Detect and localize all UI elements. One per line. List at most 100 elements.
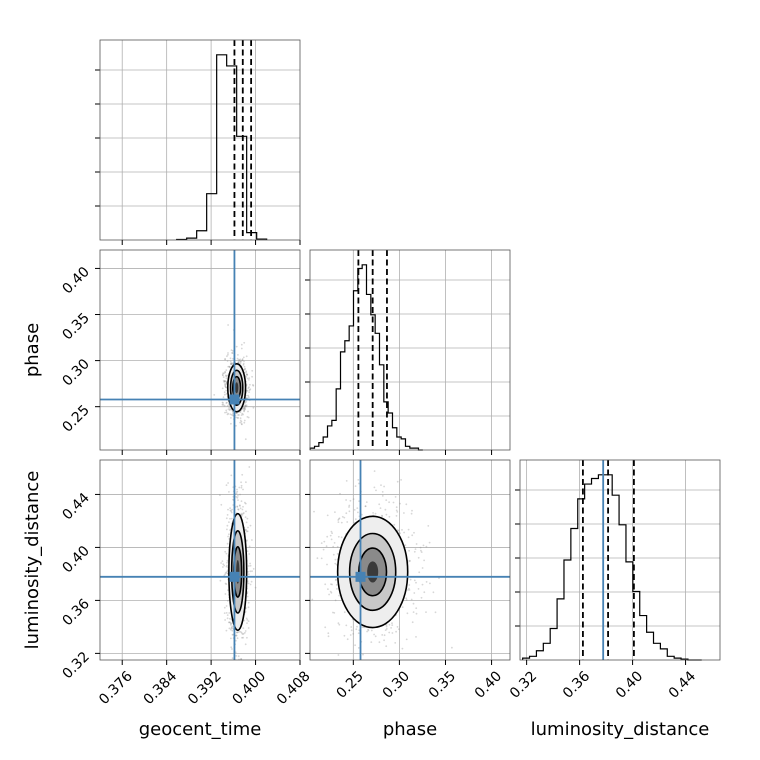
x-axis-label-geocent_time: geocent_time [139,719,262,740]
sample-point [238,359,241,362]
sample-point [391,624,394,626]
sample-point [223,606,226,609]
sample-point [370,629,373,632]
sample-point [374,635,377,638]
sample-point [338,517,341,520]
sample-point [229,360,232,363]
sample-point [244,501,246,504]
sample-point [427,525,430,527]
sample-point [227,589,229,591]
joint-panel-geocent_time-phase: 0.25 0.30 0.35 0.40 [59,249,301,455]
sample-point [348,504,351,507]
sample-point [245,481,247,484]
sample-point [245,617,248,620]
sample-point [379,507,382,509]
sample-point [228,612,231,614]
sample-point [336,553,339,555]
sample-point [383,634,386,637]
sample-point [226,559,229,562]
histogram-luminosity_distance [522,474,702,661]
sample-point [249,383,251,386]
sample-point [241,508,244,511]
sample-point [230,417,232,419]
sample-point [247,416,250,419]
sample-point [213,394,216,396]
x-tick-label: 0.400 [230,668,270,708]
sample-point [396,626,399,628]
sample-point [231,350,234,352]
sample-point [230,363,232,366]
sample-point [231,657,234,660]
joint-panel-phase-luminosity_distance: 0.25 0.30 0.35 0.40 [302,459,511,702]
sample-point [242,627,245,629]
sample-point [417,556,420,559]
sample-point [415,612,418,615]
sample-point [302,587,304,589]
sample-point [329,534,332,537]
sample-point [403,531,405,534]
sample-point [243,365,246,368]
sample-point [242,408,245,410]
sample-point [235,634,238,637]
sample-point [230,637,232,640]
sample-point [248,466,251,468]
sample-point [241,513,244,516]
sample-point [236,357,239,360]
sample-point [380,484,382,486]
sample-point [394,496,397,498]
sample-point [372,512,374,514]
sample-point [420,551,423,553]
sample-point [231,508,234,511]
sample-point [231,662,233,664]
sample-point [337,535,340,538]
sample-point [225,583,228,585]
sample-point [354,485,357,487]
histogram-panel-geocent_time [95,39,301,245]
sample-point [246,619,249,621]
sample-point [246,622,248,624]
sample-point [243,512,245,514]
sample-point [222,402,224,404]
sample-point [226,360,229,362]
sample-point [428,541,431,544]
sample-point [247,627,250,629]
sample-point [338,594,340,597]
sample-point [231,629,234,632]
sample-point [227,365,230,368]
sample-point [383,639,385,642]
sample-point [224,571,227,574]
sample-point [229,617,231,620]
sample-point [248,391,251,393]
sample-point [247,410,249,413]
sample-point [225,382,228,384]
sample-point [362,653,364,656]
sample-point [226,413,229,416]
sample-point [246,373,248,376]
sample-point [231,352,234,354]
sample-point [224,371,227,374]
sample-point [229,413,232,416]
x-tick-label: 0.44 [666,668,699,701]
sample-point [237,495,239,497]
sample-point [246,373,249,376]
sample-point [238,486,241,489]
sample-point [226,614,229,616]
sample-point [408,584,411,586]
sample-point [225,380,228,383]
sample-point [337,521,340,523]
sample-point [242,364,245,366]
sample-point [392,501,395,504]
sample-point [246,389,249,392]
sample-point [421,567,424,569]
sample-point [239,507,242,510]
sample-point [244,643,247,646]
sample-point [230,624,232,626]
sample-point [324,626,327,629]
sample-point [242,413,245,416]
sample-point [244,516,247,518]
sample-point [222,566,224,568]
sample-point [249,524,252,527]
sample-point [334,562,337,565]
sample-point [249,583,252,586]
sample-point [345,624,348,627]
